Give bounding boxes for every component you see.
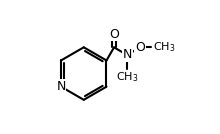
Text: O: O — [135, 41, 145, 54]
Text: CH$_3$: CH$_3$ — [153, 40, 175, 54]
Text: N: N — [122, 48, 132, 61]
Text: CH$_3$: CH$_3$ — [116, 71, 138, 84]
Text: N: N — [56, 80, 66, 93]
Text: O: O — [109, 28, 119, 41]
